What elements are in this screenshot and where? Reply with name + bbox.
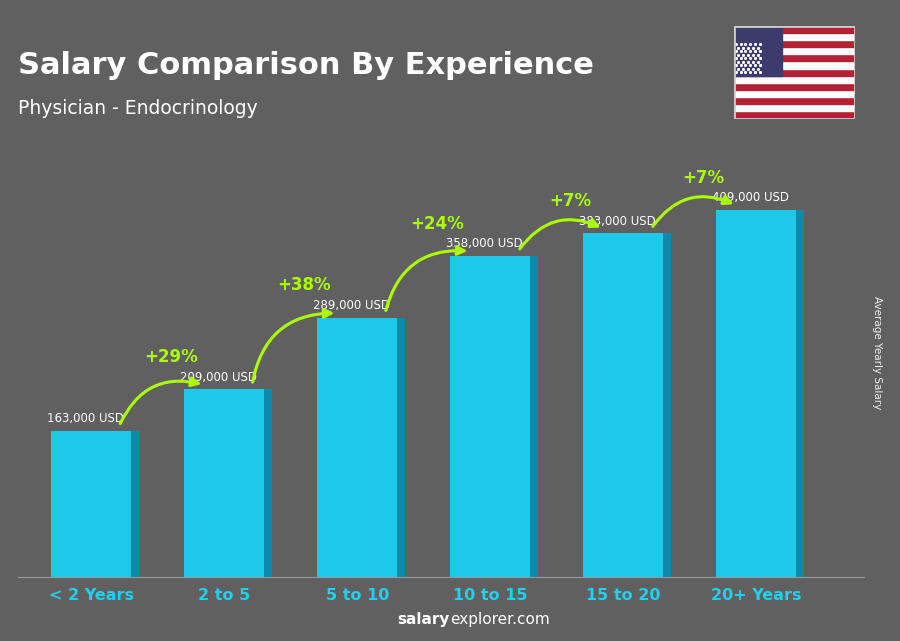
Text: 209,000 USD: 209,000 USD <box>180 371 257 384</box>
Bar <box>734 26 855 33</box>
Text: +29%: +29% <box>144 348 198 366</box>
Text: +7%: +7% <box>682 169 725 187</box>
Text: +7%: +7% <box>549 192 591 210</box>
Bar <box>184 389 264 577</box>
Text: Salary Comparison By Experience: Salary Comparison By Experience <box>18 51 594 80</box>
Bar <box>734 76 855 83</box>
Bar <box>734 90 855 97</box>
Bar <box>583 233 663 577</box>
Text: 409,000 USD: 409,000 USD <box>713 192 789 204</box>
Bar <box>734 47 855 54</box>
Polygon shape <box>131 431 139 577</box>
Bar <box>734 69 855 76</box>
Text: 383,000 USD: 383,000 USD <box>580 215 656 228</box>
Text: Average Yearly Salary: Average Yearly Salary <box>871 296 882 409</box>
Text: +38%: +38% <box>277 276 331 294</box>
Bar <box>734 33 855 40</box>
Bar <box>734 112 855 119</box>
Text: 163,000 USD: 163,000 USD <box>48 412 124 425</box>
Bar <box>450 256 530 577</box>
Text: Physician - Endocrinology: Physician - Endocrinology <box>18 99 257 119</box>
Polygon shape <box>796 210 804 577</box>
Text: 358,000 USD: 358,000 USD <box>446 237 523 250</box>
Polygon shape <box>264 389 272 577</box>
Text: +24%: +24% <box>410 215 464 233</box>
Bar <box>734 83 855 90</box>
Text: 289,000 USD: 289,000 USD <box>313 299 391 312</box>
Polygon shape <box>530 256 538 577</box>
Bar <box>734 104 855 112</box>
Bar <box>734 97 855 104</box>
Bar <box>716 210 796 577</box>
Bar <box>51 431 131 577</box>
Bar <box>734 54 855 62</box>
Bar <box>318 317 397 577</box>
Text: explorer.com: explorer.com <box>450 612 550 627</box>
Text: salary: salary <box>398 612 450 627</box>
Bar <box>734 40 855 47</box>
Bar <box>734 26 782 76</box>
Polygon shape <box>663 233 671 577</box>
Polygon shape <box>397 317 405 577</box>
Bar <box>734 62 855 69</box>
